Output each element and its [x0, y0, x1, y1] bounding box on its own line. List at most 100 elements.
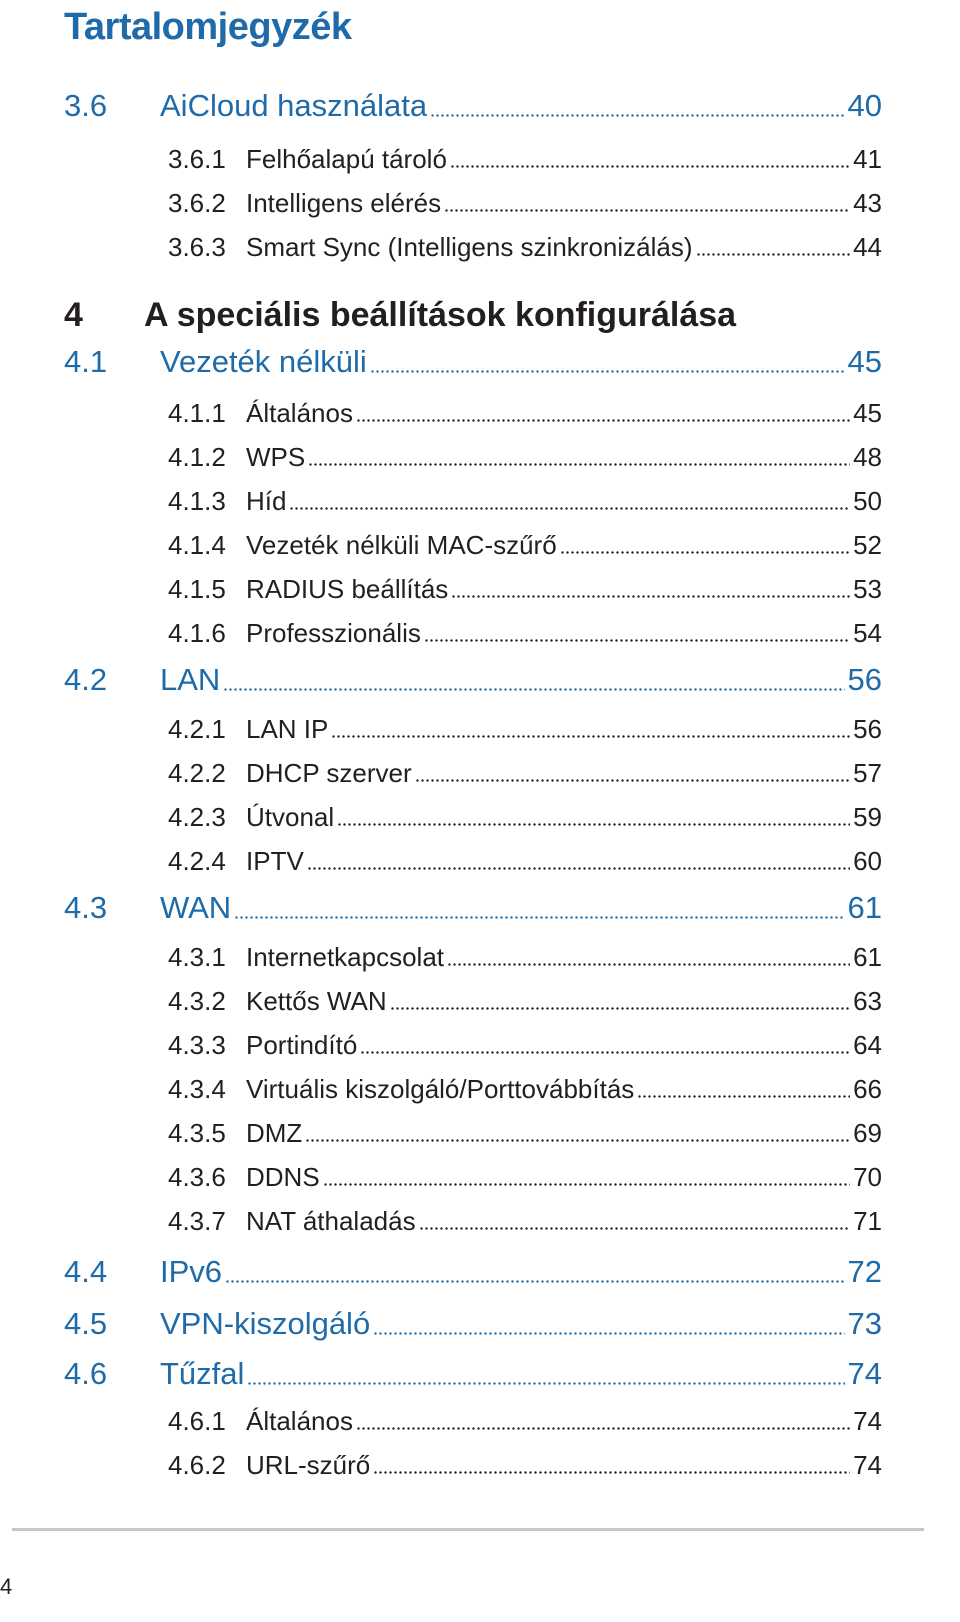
toc-subsection-entry[interactable]: 4.2.2 DHCP szerver 57	[168, 758, 882, 789]
toc-section-entry[interactable]: 4.1 Vezeték nélküli 45	[64, 344, 882, 380]
toc-subsection-entry[interactable]: 4.1.5 RADIUS beállítás 53	[168, 574, 882, 605]
toc-entry-page: 69	[853, 1118, 882, 1148]
toc-subsection-entry[interactable]: 4.3.7 NAT áthaladás 71	[168, 1206, 882, 1237]
toc-subsection-entry[interactable]: 4.1.4 Vezeték nélküli MAC-szűrő 52	[168, 530, 882, 561]
toc-entry-number: 3.6.3	[168, 232, 226, 262]
toc-section-entry[interactable]: 4.4 IPv6 72	[64, 1254, 882, 1290]
toc-subsection-entry[interactable]: 4.3.4 Virtuális kiszolgáló/Porttovábbítás…	[168, 1074, 882, 1105]
toc-subsection-entry[interactable]: 4.1.2 WPS 48	[168, 442, 882, 473]
toc-entry-number: 4.3.3	[168, 1030, 226, 1060]
toc-entry-title: DDNS	[246, 1162, 320, 1192]
toc-entry-page: 74	[853, 1406, 882, 1436]
toc-subsection-entry[interactable]: 4.3.5 DMZ 69	[168, 1118, 882, 1149]
toc-entry-number: 4.6.1	[168, 1406, 226, 1436]
toc-entry-title: Professzionális	[246, 618, 421, 648]
toc-dot-leader	[322, 1183, 851, 1186]
toc-entry-title: Vezeték nélküli	[160, 344, 367, 379]
toc-entry-title: RADIUS beállítás	[246, 574, 449, 604]
toc-entry-page: 54	[853, 618, 882, 648]
toc-entry-number: 4.3.6	[168, 1162, 226, 1192]
toc-subsection-entry[interactable]: 4.1.1 Általános 45	[168, 398, 882, 429]
toc-subsection-entry[interactable]: 4.3.2 Kettős WAN 63	[168, 986, 882, 1017]
toc-subsection-entry[interactable]: 4.3.3 Portindító 64	[168, 1030, 882, 1061]
toc-entry-number: 4.1.6	[168, 618, 226, 648]
toc-entry-title: DMZ	[246, 1118, 303, 1148]
toc-subsection-entry[interactable]: 3.6.2 Intelligens elérés 43	[168, 188, 882, 219]
toc-entry-page: 74	[853, 1450, 882, 1480]
toc-subsection-entry[interactable]: 3.6.3 Smart Sync (Intelligens szinkronizá…	[168, 232, 882, 263]
toc-entry-title: Smart Sync (Intelligens szinkronizálás)	[246, 232, 693, 262]
footer-divider	[12, 1528, 924, 1531]
toc-dot-leader	[430, 114, 845, 117]
toc-chapter-heading[interactable]: 4 A speciális beállítások konfigurálása	[64, 296, 882, 335]
toc-subsection-entry[interactable]: 4.1.3 Híd 50	[168, 486, 882, 517]
toc-dot-leader	[289, 507, 851, 510]
toc-dot-leader	[423, 639, 851, 642]
toc-entry-number: 4.3.7	[168, 1206, 226, 1236]
toc-entry-page: 74	[847, 1356, 882, 1391]
toc-dot-leader	[225, 1280, 845, 1283]
toc-entry-title: WAN	[160, 890, 232, 925]
toc-dot-leader	[360, 1051, 851, 1054]
toc-entry-page: 56	[847, 662, 882, 697]
toc-entry-page: 52	[853, 530, 882, 560]
page-title: Tartalomjegyzék	[64, 6, 352, 48]
toc-entry-number: 4.2.2	[168, 758, 226, 788]
toc-dot-leader	[449, 165, 851, 168]
toc-entry-page: 57	[853, 758, 882, 788]
toc-entry-number: 4.1.4	[168, 530, 226, 560]
toc-entry-page: 53	[853, 574, 882, 604]
toc-dot-leader	[414, 779, 851, 782]
toc-subsection-entry[interactable]: 4.3.6 DDNS 70	[168, 1162, 882, 1193]
toc-section-entry[interactable]: 4.2 LAN 56	[64, 662, 882, 698]
toc-entry-number: 4.1.2	[168, 442, 226, 472]
toc-entry-page: 48	[853, 442, 882, 472]
toc-subsection-entry[interactable]: 4.6.1 Általános 74	[168, 1406, 882, 1437]
toc-entry-page: 61	[847, 890, 882, 925]
toc-entry-title: LAN	[160, 662, 221, 697]
toc-section-entry[interactable]: 3.6 AiCloud használata 40	[64, 88, 882, 124]
toc-entry-page: 59	[853, 802, 882, 832]
toc-dot-leader	[373, 1332, 845, 1335]
toc-dot-leader	[369, 370, 845, 373]
toc-dot-leader	[559, 551, 851, 554]
toc-dot-leader	[373, 1471, 851, 1474]
toc-chapter-number: 4	[64, 296, 83, 334]
toc-entry-number: 4.2.4	[168, 846, 226, 876]
toc-subsection-entry[interactable]: 4.1.6 Professzionális 54	[168, 618, 882, 649]
toc-entry-title: URL-szűrő	[246, 1450, 371, 1480]
toc-dot-leader	[308, 463, 851, 466]
toc-chapter-title: A speciális beállítások konfigurálása	[144, 296, 737, 334]
toc-subsection-entry[interactable]: 3.6.1 Felhőalapú tároló 41	[168, 144, 882, 175]
toc-dot-leader	[451, 595, 851, 598]
toc-dot-leader	[695, 253, 851, 256]
toc-entry-number: 4.3.1	[168, 942, 226, 972]
toc-section-entry[interactable]: 4.3 WAN 61	[64, 890, 882, 926]
toc-entry-title: NAT áthaladás	[246, 1206, 416, 1236]
toc-dot-leader	[355, 419, 851, 422]
toc-subsection-entry[interactable]: 4.2.1 LAN IP 56	[168, 714, 882, 745]
toc-section-entry[interactable]: 4.5 VPN-kiszolgáló 73	[64, 1306, 882, 1342]
toc-entry-number: 4.2.1	[168, 714, 226, 744]
toc-subsection-entry[interactable]: 4.6.2 URL-szűrő 74	[168, 1450, 882, 1481]
toc-section-entry[interactable]: 4.6 Tűzfal 74	[64, 1356, 882, 1392]
toc-entry-title: WPS	[246, 442, 306, 472]
toc-dot-leader	[223, 688, 845, 691]
toc-dot-leader	[234, 916, 845, 919]
toc-entry-title: Internetkapcsolat	[246, 942, 445, 972]
toc-subsection-entry[interactable]: 4.3.1 Internetkapcsolat 61	[168, 942, 882, 973]
toc-entry-page: 43	[853, 188, 882, 218]
toc-entry-number: 3.6.1	[168, 144, 226, 174]
toc-subsection-entry[interactable]: 4.2.4 IPTV 60	[168, 846, 882, 877]
toc-entry-page: 45	[847, 344, 882, 379]
toc-entry-title: AiCloud használata	[160, 88, 428, 123]
toc-entry-title: LAN IP	[246, 714, 329, 744]
toc-entry-page: 72	[847, 1254, 882, 1289]
toc-entry-page: 60	[853, 846, 882, 876]
toc-entry-page: 56	[853, 714, 882, 744]
toc-dot-leader	[306, 867, 851, 870]
toc-entry-title: Vezeték nélküli MAC-szűrő	[246, 530, 557, 560]
toc-dot-leader	[444, 209, 851, 212]
toc-subsection-entry[interactable]: 4.2.3 Útvonal 59	[168, 802, 882, 833]
toc-entry-page: 64	[853, 1030, 882, 1060]
